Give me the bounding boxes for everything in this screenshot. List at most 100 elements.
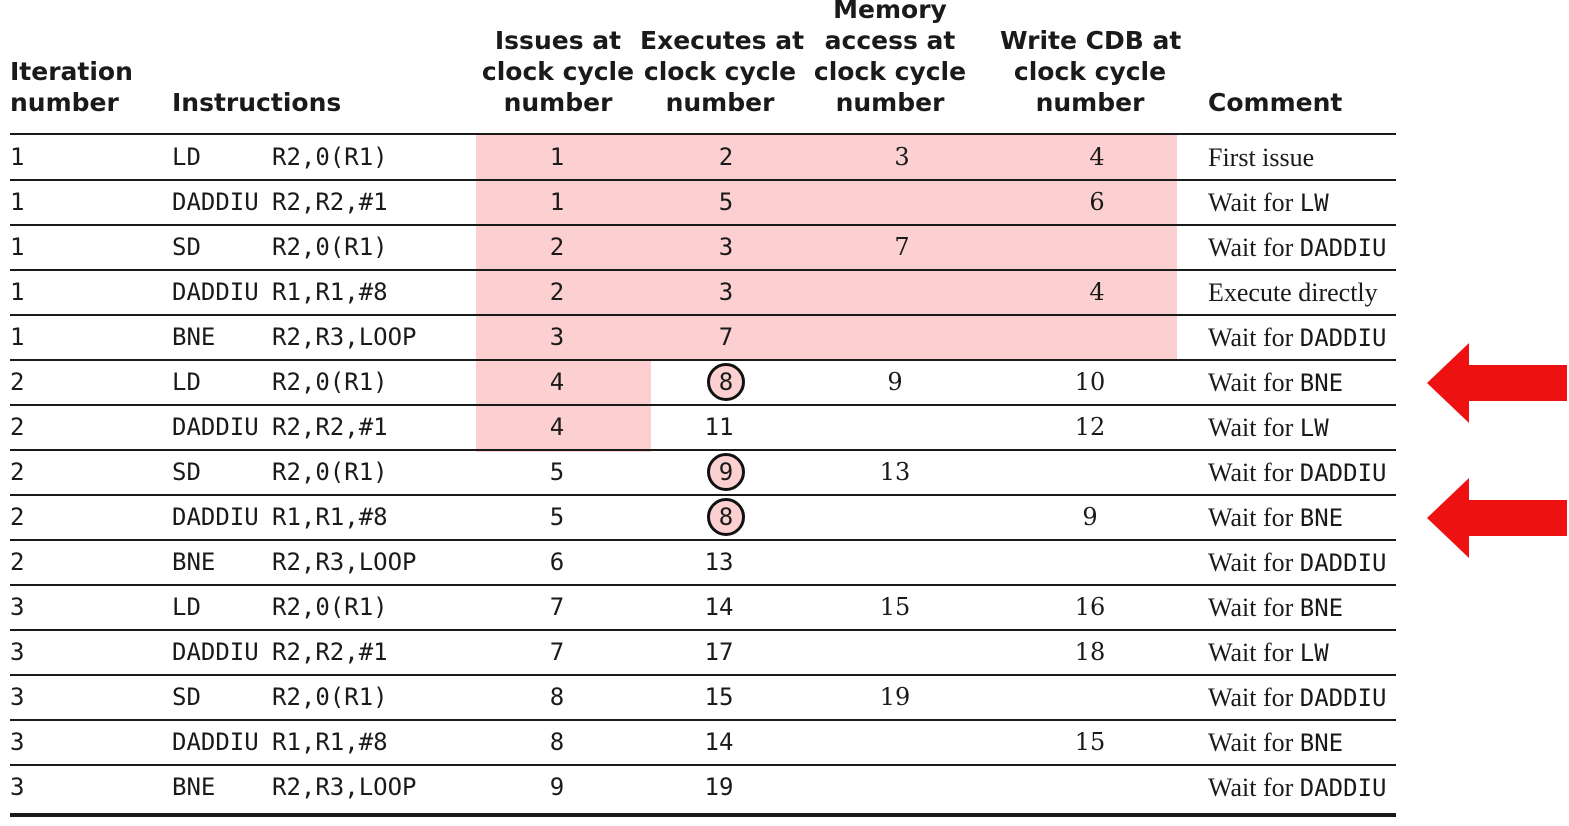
comment-cell: Wait for BNE (1208, 585, 1343, 630)
header-issues: Issues at clock cycle number (478, 25, 638, 118)
operands-cell: R2,0(R1) (272, 368, 388, 396)
operands-cell: R2,R3,LOOP (272, 773, 417, 801)
comment-cell: Execute directly (1208, 270, 1378, 315)
comment-text: Execute directly (1208, 278, 1378, 307)
execute-cell: 3 (718, 233, 734, 261)
table-row: 3 DADDIU R1,R1,#8 8 14 15 Wait for BNE (0, 720, 1569, 765)
write-cdb-cell (1050, 675, 1130, 720)
opcode-cell: DADDIU (172, 728, 259, 756)
issue-cell: 2 (549, 233, 565, 261)
write-cdb-cell (1057, 225, 1137, 270)
write-cdb-cell: 15 (1074, 728, 1106, 756)
row-divider (10, 674, 1396, 676)
red-arrow-icon (1427, 477, 1567, 558)
memory-cell (855, 720, 935, 765)
issue-cell: 6 (549, 548, 565, 576)
header-executes-line: Executes at (640, 26, 805, 55)
comment-code: DADDIU (1299, 324, 1387, 352)
comment-cell: Wait for LW (1208, 405, 1329, 450)
opcode-cell: BNE (172, 548, 216, 576)
header-memory: Memory access at clock cycle number (805, 0, 975, 118)
memory-cell: 3 (894, 143, 910, 171)
table-row: 3 LD R2,0(R1) 7 14 15 16 Wait for BNE (0, 585, 1569, 630)
opcode-cell: DADDIU (172, 413, 259, 441)
comment-text: Wait for (1208, 188, 1300, 217)
execute-cell: 19 (704, 773, 734, 801)
issue-cell: 2 (549, 278, 565, 306)
iteration-cell: 3 (10, 683, 25, 711)
comment-text: Wait for (1208, 728, 1300, 757)
comment-text: Wait for (1208, 683, 1300, 712)
issue-cell: 1 (549, 188, 565, 216)
table-row: 1 LD R2,0(R1) 1 2 3 4 First issue (0, 135, 1569, 180)
execute-cell: 8 (718, 368, 734, 396)
iteration-cell: 2 (10, 503, 25, 531)
table-row: 1 DADDIU R2,R2,#1 1 5 6 Wait for LW (0, 180, 1569, 225)
operands-cell: R2,R3,LOOP (272, 548, 417, 576)
row-divider (10, 494, 1396, 496)
memory-cell: 19 (879, 683, 911, 711)
header-executes-line: number (665, 88, 775, 117)
execute-cell: 8 (718, 503, 734, 531)
operands-cell: R2,R2,#1 (272, 188, 388, 216)
header-comment-line: Comment (1208, 88, 1343, 117)
row-divider (10, 629, 1396, 631)
write-cdb-cell: 9 (1082, 503, 1098, 531)
comment-cell: Wait for LW (1208, 180, 1329, 225)
operands-cell: R2,0(R1) (272, 593, 388, 621)
write-cdb-cell: 6 (1089, 188, 1105, 216)
table-row: 3 SD R2,0(R1) 8 15 19 Wait for DADDIU (0, 675, 1569, 720)
circled-execute-marker (707, 498, 745, 536)
operands-cell: R2,0(R1) (272, 458, 388, 486)
issue-cell: 5 (549, 458, 565, 486)
write-cdb-cell (1057, 315, 1137, 360)
issue-cell: 9 (549, 773, 565, 801)
comment-text: Wait for (1208, 548, 1300, 577)
header-iteration: Iteration number (10, 56, 150, 118)
table-row: 3 DADDIU R2,R2,#1 7 17 18 Wait for LW (0, 630, 1569, 675)
memory-cell (855, 630, 935, 675)
execute-cell: 14 (704, 593, 734, 621)
table-row: 1 BNE R2,R3,LOOP 3 7 Wait for DADDIU (0, 315, 1569, 360)
comment-code: DADDIU (1299, 234, 1387, 262)
opcode-cell: LD (172, 368, 201, 396)
header-issues-line: number (503, 88, 613, 117)
write-cdb-cell: 4 (1089, 278, 1105, 306)
memory-cell: 7 (894, 233, 910, 261)
comment-code: BNE (1299, 369, 1344, 397)
opcode-cell: DADDIU (172, 278, 259, 306)
row-divider (10, 404, 1396, 406)
comment-code: LW (1299, 189, 1329, 217)
operands-cell: R2,0(R1) (272, 683, 388, 711)
execute-cell: 15 (704, 683, 734, 711)
execute-cell: 7 (718, 323, 734, 351)
execute-cell: 9 (718, 458, 734, 486)
issue-cell: 4 (549, 413, 565, 441)
execute-cell: 2 (718, 143, 734, 171)
table-row: 2 DADDIU R2,R2,#1 4 11 12 Wait for LW (0, 405, 1569, 450)
execute-cell: 13 (704, 548, 734, 576)
comment-cell: Wait for LW (1208, 630, 1329, 675)
execute-cell: 17 (704, 638, 734, 666)
memory-cell (862, 315, 942, 360)
header-executes-line: clock cycle (643, 57, 797, 86)
comment-code: LW (1299, 414, 1329, 442)
iteration-cell: 1 (10, 188, 25, 216)
header-write-line: number (1035, 88, 1145, 117)
operands-cell: R1,R1,#8 (272, 728, 388, 756)
row-divider (10, 584, 1396, 586)
table-row: 1 DADDIU R1,R1,#8 2 3 4 Execute directly (0, 270, 1569, 315)
memory-cell (855, 495, 935, 540)
issue-cell: 7 (549, 638, 565, 666)
write-cdb-cell: 18 (1074, 638, 1106, 666)
operands-cell: R2,R3,LOOP (272, 323, 417, 351)
execute-cell: 5 (718, 188, 734, 216)
comment-text: Wait for (1208, 413, 1300, 442)
comment-code: DADDIU (1299, 459, 1387, 487)
write-cdb-cell: 4 (1089, 143, 1105, 171)
opcode-cell: SD (172, 458, 201, 486)
comment-cell: Wait for DADDIU (1208, 675, 1386, 720)
write-cdb-cell: 10 (1074, 368, 1106, 396)
circled-execute-marker (707, 363, 745, 401)
highlight-issue-iteration-2 (476, 360, 651, 452)
